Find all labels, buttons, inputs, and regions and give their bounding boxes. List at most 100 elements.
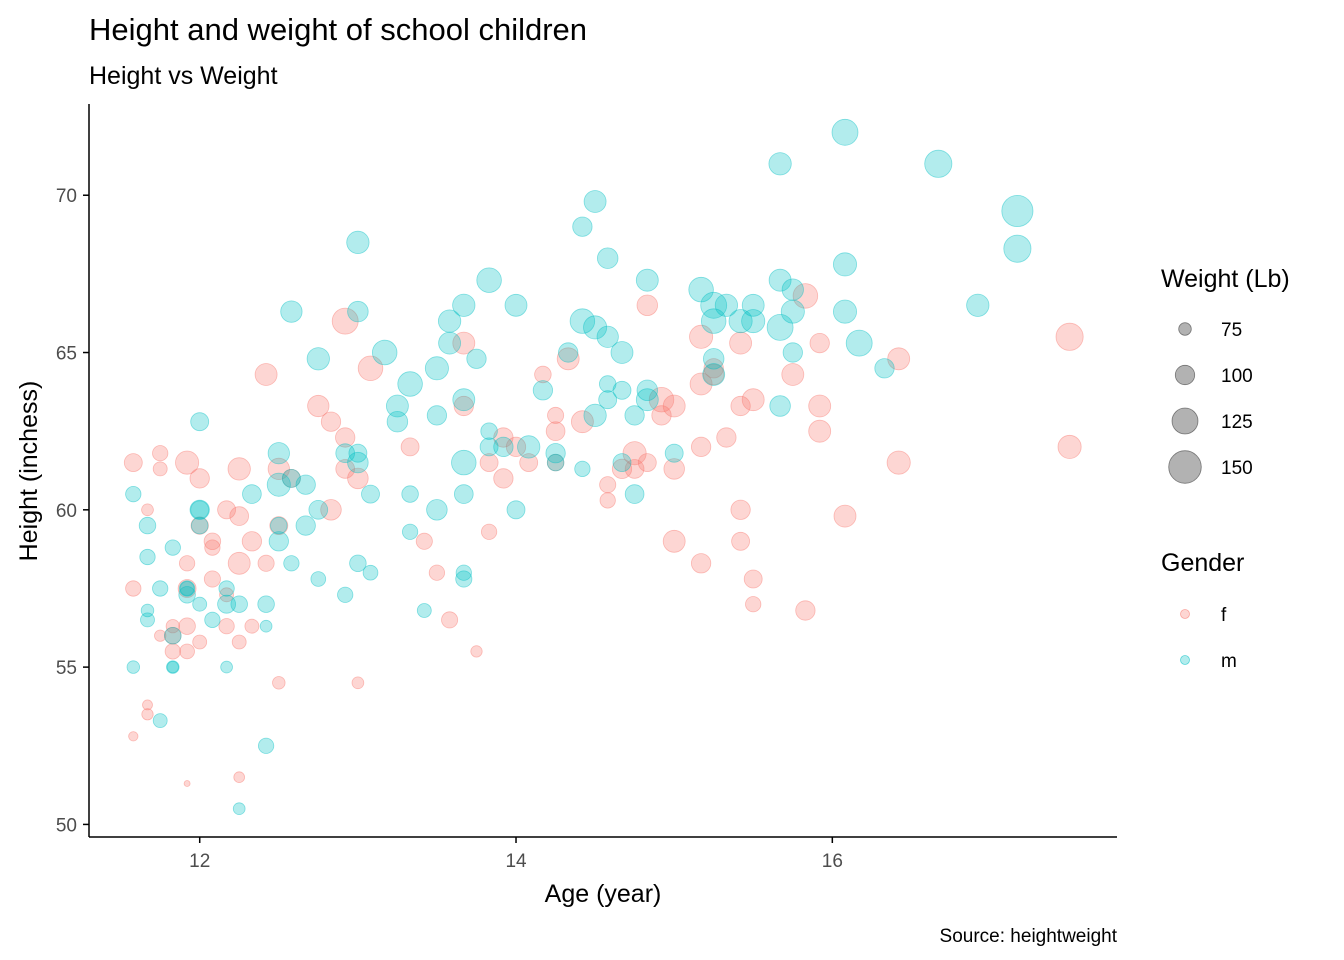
data-point-f-95 [792, 283, 819, 309]
data-point-f-103 [1055, 322, 1084, 351]
data-point-f-62 [534, 365, 552, 384]
data-point-f-72 [624, 459, 645, 479]
data-point-f-8 [154, 629, 167, 642]
data-point-f-98 [808, 394, 832, 418]
size-legend: 75 100 125 150 [1168, 320, 1253, 484]
data-point-m-99 [664, 443, 684, 463]
chart-title: Height and weight of school children [89, 12, 587, 47]
data-point-f-1 [125, 580, 142, 597]
data-point-m-58 [424, 356, 449, 381]
data-point-f-75 [648, 387, 675, 413]
data-point-m-102 [701, 308, 727, 334]
data-point-f-41 [320, 411, 342, 432]
data-point-m-73 [493, 436, 514, 457]
data-point-m-36 [283, 555, 300, 572]
color-legend-key-m [1180, 655, 1190, 665]
data-point-m-38 [295, 474, 316, 495]
data-point-m-8 [164, 539, 181, 556]
data-point-f-38 [272, 676, 286, 690]
data-point-m-120 [874, 358, 895, 379]
data-point-f-101 [887, 347, 911, 371]
data-point-m-42 [335, 443, 356, 464]
data-point-m-43 [337, 586, 354, 603]
data-point-f-51 [428, 564, 445, 581]
size-legend-label-75: 75 [1221, 320, 1242, 341]
data-point-m-119 [845, 329, 873, 357]
data-point-f-84 [703, 363, 725, 386]
data-point-m-2 [138, 516, 157, 535]
data-point-m-87 [597, 247, 619, 269]
data-point-m-16 [189, 499, 210, 520]
data-point-f-56 [480, 523, 498, 540]
data-point-m-61 [437, 309, 462, 333]
data-point-f-78 [663, 458, 685, 480]
data-point-m-7 [152, 713, 168, 728]
data-point-f-48 [357, 355, 384, 382]
data-point-m-48 [349, 554, 367, 573]
data-point-m-15 [190, 412, 210, 432]
data-point-f-22 [203, 570, 221, 588]
data-point-m-94 [624, 405, 645, 426]
data-point-m-17 [190, 500, 210, 520]
data-point-f-24 [217, 500, 237, 520]
data-point-f-5 [141, 503, 154, 517]
data-point-f-86 [716, 427, 737, 448]
y-axis-title: Height (inchess) [15, 381, 43, 562]
data-point-f-17 [183, 780, 191, 787]
data-point-m-111 [766, 313, 794, 341]
data-point-m-109 [768, 152, 792, 176]
data-point-f-44 [335, 427, 356, 448]
data-point-m-66 [453, 484, 474, 504]
data-point-f-65 [546, 453, 565, 472]
data-point-m-107 [741, 293, 765, 317]
data-point-m-69 [466, 348, 487, 369]
data-point-f-39 [281, 468, 301, 488]
data-point-m-51 [372, 339, 398, 366]
data-point-f-28 [227, 551, 251, 575]
data-point-f-102 [886, 450, 911, 475]
data-point-f-25 [218, 618, 235, 635]
data-point-m-72 [479, 437, 499, 457]
color-legend-key-f [1180, 609, 1190, 619]
data-point-m-37 [295, 515, 316, 536]
data-point-m-41 [310, 571, 327, 587]
data-point-m-22 [217, 594, 237, 614]
data-point-m-30 [267, 442, 290, 465]
data-point-f-104 [1057, 434, 1082, 459]
data-point-f-4 [141, 708, 154, 721]
data-point-m-50 [362, 564, 379, 581]
data-point-m-112 [769, 395, 791, 417]
data-point-f-43 [331, 307, 359, 335]
data-point-f-32 [244, 618, 260, 634]
data-point-f-20 [192, 634, 208, 650]
data-point-f-73 [636, 294, 659, 317]
data-point-f-50 [415, 532, 433, 550]
data-point-m-55 [401, 485, 419, 503]
data-point-m-122 [966, 293, 990, 317]
data-point-f-92 [743, 569, 763, 589]
data-point-f-7 [152, 461, 168, 477]
data-point-f-74 [637, 453, 657, 473]
data-point-m-101 [700, 291, 728, 319]
data-point-f-18 [189, 468, 210, 489]
data-point-m-26 [242, 484, 262, 504]
data-point-m-45 [347, 300, 369, 323]
data-point-f-21 [203, 532, 222, 551]
color-legend: fm [1180, 605, 1237, 672]
data-point-m-46 [348, 443, 368, 463]
data-point-f-13 [177, 579, 197, 598]
data-point-f-42 [320, 499, 342, 521]
data-point-f-68 [599, 476, 617, 494]
data-point-m-113 [781, 278, 804, 301]
size-legend-label-100: 100 [1221, 366, 1253, 387]
data-point-f-12 [175, 450, 200, 475]
data-point-f-2 [128, 731, 139, 742]
data-point-f-40 [307, 394, 330, 418]
data-point-f-9 [165, 619, 180, 634]
data-point-f-23 [204, 539, 221, 556]
x-tick-label-12: 12 [189, 851, 210, 872]
data-point-m-114 [780, 299, 805, 324]
data-point-f-52 [441, 611, 459, 629]
data-point-f-6 [152, 445, 169, 462]
